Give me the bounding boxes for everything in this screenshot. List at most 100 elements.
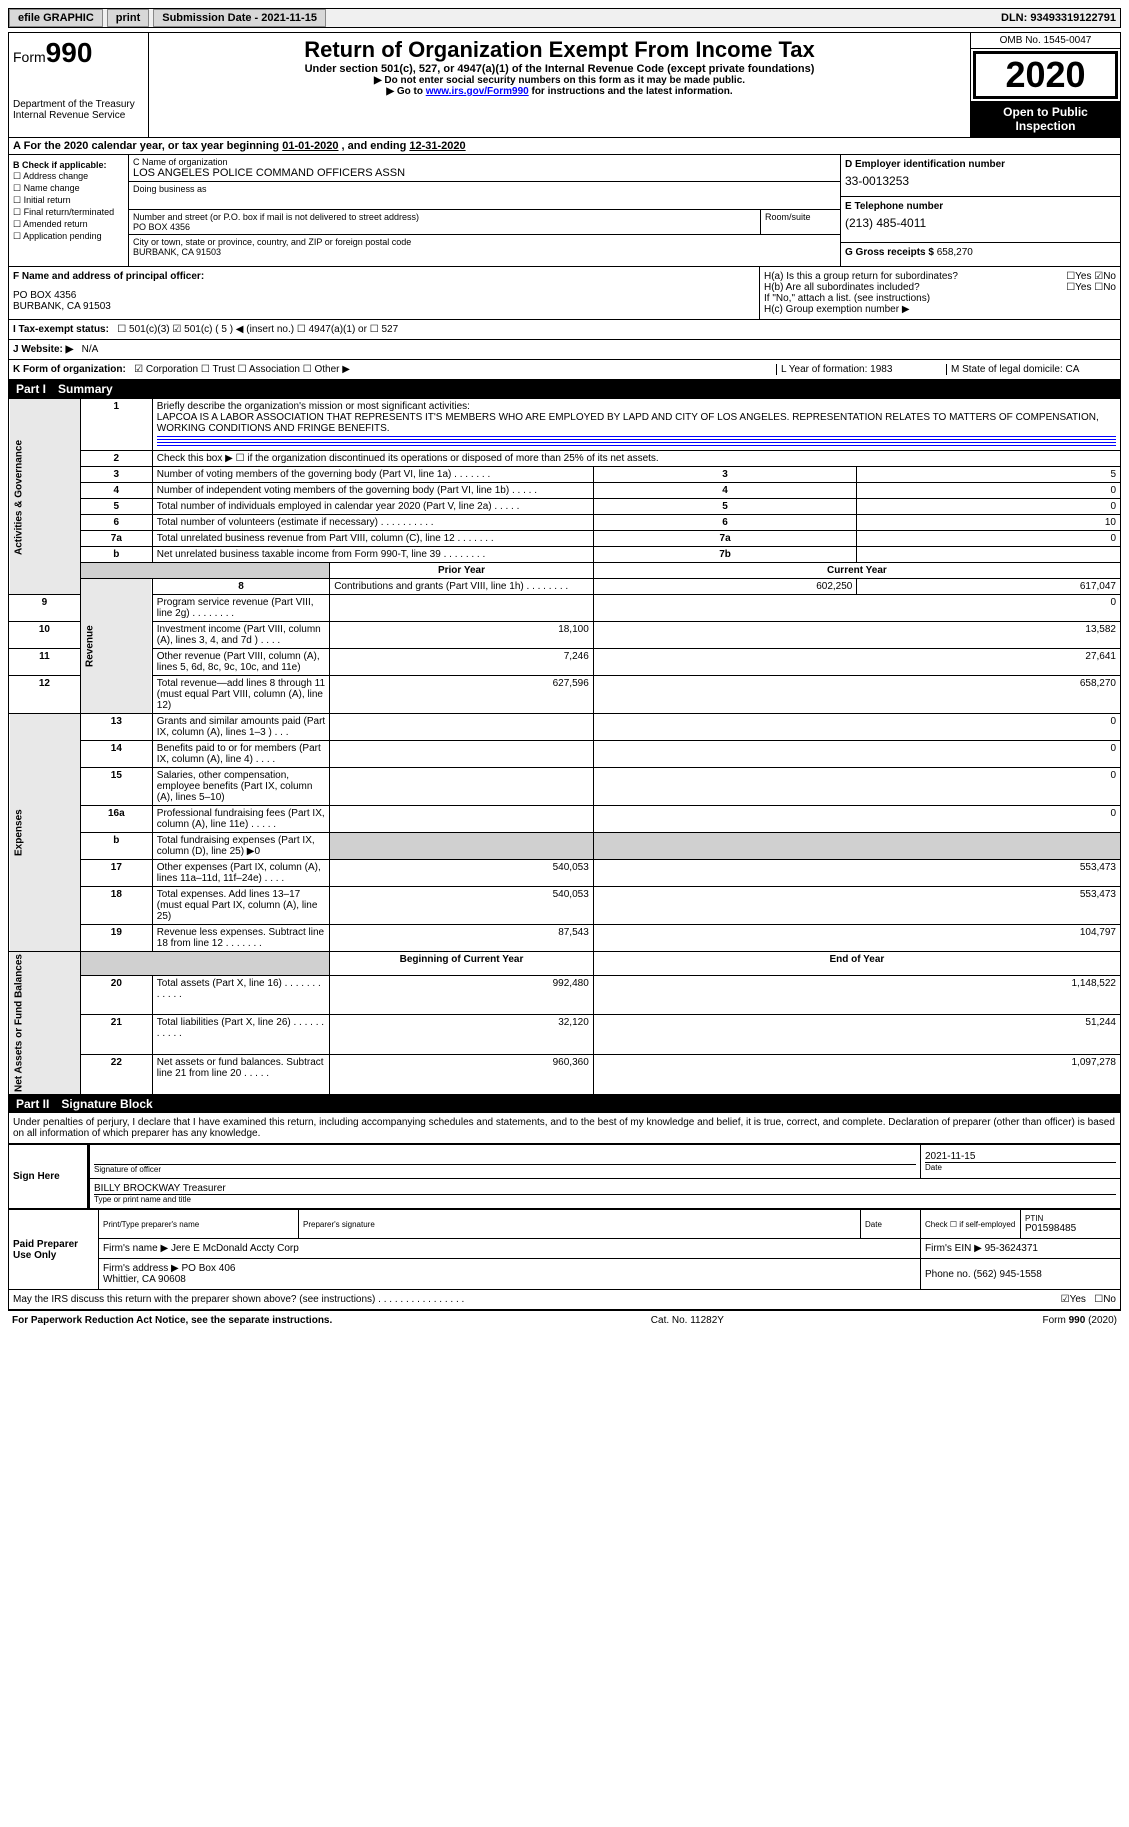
- h-b-yes[interactable]: ☐Yes: [1066, 282, 1091, 293]
- dln: DLN: 93493319122791: [1001, 12, 1120, 24]
- line-9: Program service revenue (Part VIII, line…: [152, 595, 329, 622]
- line-12: Total revenue—add lines 8 through 11 (mu…: [152, 676, 329, 714]
- line-17: Other expenses (Part IX, column (A), lin…: [152, 860, 329, 887]
- line-21: Total liabilities (Part X, line 26) . . …: [152, 1015, 329, 1055]
- print-button[interactable]: print: [107, 9, 149, 27]
- prep-date-label: Date: [865, 1220, 916, 1229]
- phone-value: (562) 945-1558: [973, 1269, 1041, 1280]
- form-number: Form990: [13, 37, 144, 69]
- line-6: Total number of volunteers (estimate if …: [152, 515, 593, 531]
- line-14: Benefits paid to or for members (Part IX…: [152, 741, 329, 768]
- check-pending[interactable]: ☐ Application pending: [13, 231, 124, 242]
- irs-link[interactable]: www.irs.gov/Form990: [426, 86, 529, 97]
- line-16b: Total fundraising expenses (Part IX, col…: [152, 833, 329, 860]
- box-c-room: Room/suite: [760, 210, 840, 235]
- firm-ein: 95-3624371: [985, 1243, 1038, 1254]
- discuss-no[interactable]: ☐No: [1094, 1294, 1116, 1305]
- form-header: Form990 Department of the Treasury Inter…: [8, 32, 1121, 138]
- row-k: K Form of organization: ☑ Corporation ☐ …: [8, 360, 1121, 380]
- omb-number: OMB No. 1545-0047: [971, 33, 1120, 49]
- box-g: G Gross receipts $ 658,270: [841, 242, 1120, 262]
- h-a-yes[interactable]: ☐Yes: [1066, 271, 1091, 282]
- box-e: E Telephone number(213) 485-4011: [841, 196, 1120, 238]
- line-13: Grants and similar amounts paid (Part IX…: [152, 714, 329, 741]
- box-c-address: Number and street (or P.O. box if mail i…: [129, 210, 760, 235]
- vlabel-expenses: Expenses: [9, 714, 81, 952]
- sig-date: 2021-11-15: [925, 1151, 1116, 1163]
- inspection-label: Open to Public Inspection: [971, 101, 1120, 137]
- check-initial-return[interactable]: ☐ Initial return: [13, 195, 124, 206]
- check-address-change[interactable]: ☐ Address change: [13, 171, 124, 182]
- form-note-2: ▶ Go to www.irs.gov/Form990 for instruct…: [157, 86, 962, 97]
- vlabel-governance: Activities & Governance: [9, 399, 81, 595]
- check-final-return[interactable]: ☐ Final return/terminated: [13, 207, 124, 218]
- q1-label: Briefly describe the organization's miss…: [157, 401, 470, 412]
- sign-here-label: Sign Here: [9, 1145, 89, 1209]
- line-11: Other revenue (Part VIII, column (A), li…: [152, 649, 329, 676]
- box-f-h: F Name and address of principal officer:…: [8, 267, 1121, 320]
- line-10: Investment income (Part VIII, column (A)…: [152, 622, 329, 649]
- box-b-title: B Check if applicable:: [13, 160, 124, 170]
- officer-name-label: Type or print name and title: [94, 1195, 1116, 1204]
- box-c-dba: Doing business as: [129, 182, 840, 210]
- line-18: Total expenses. Add lines 13–17 (must eq…: [152, 887, 329, 925]
- state-domicile: M State of legal domicile: CA: [946, 364, 1116, 375]
- toolbar: efile GRAPHIC print Submission Date - 20…: [8, 8, 1121, 28]
- firm-addr-label: Firm's address ▶: [103, 1263, 179, 1274]
- ptin-label: PTIN: [1025, 1214, 1116, 1223]
- check-self-employed[interactable]: Check ☐ if self-employed: [921, 1210, 1021, 1239]
- form-note-1: ▶ Do not enter social security numbers o…: [157, 75, 962, 86]
- vlabel-revenue: Revenue: [80, 579, 152, 714]
- vlabel-net: Net Assets or Fund Balances: [9, 952, 81, 1095]
- box-b-to-g: B Check if applicable: ☐ Address change …: [8, 155, 1121, 267]
- footer-left: For Paperwork Reduction Act Notice, see …: [12, 1315, 332, 1326]
- box-c-city: City or town, state or province, country…: [129, 235, 840, 266]
- line-15: Salaries, other compensation, employee b…: [152, 768, 329, 806]
- footer-mid: Cat. No. 11282Y: [651, 1315, 724, 1326]
- box-h: H(a) Is this a group return for subordin…: [760, 267, 1120, 319]
- hdr-end: End of Year: [593, 952, 1120, 976]
- row-j: J Website: ▶ N/A: [8, 340, 1121, 360]
- line-19: Revenue less expenses. Subtract line 18 …: [152, 925, 329, 952]
- summary-table: Activities & Governance 1 Briefly descri…: [8, 398, 1121, 1095]
- firm-name-label: Firm's name ▶: [103, 1243, 168, 1254]
- part-1-header: Part ISummary: [8, 380, 1121, 398]
- h-a-no[interactable]: ☑No: [1094, 271, 1116, 282]
- h-b-no[interactable]: ☐No: [1094, 282, 1116, 293]
- check-amended[interactable]: ☐ Amended return: [13, 219, 124, 230]
- prep-sig-label: Preparer's signature: [303, 1220, 856, 1229]
- prep-name-label: Print/Type preparer's name: [103, 1220, 294, 1229]
- line-22: Net assets or fund balances. Subtract li…: [152, 1055, 329, 1095]
- hdr-prior: Prior Year: [330, 563, 594, 579]
- hdr-curr: Current Year: [593, 563, 1120, 579]
- paid-preparer-label: Paid Preparer Use Only: [9, 1210, 99, 1290]
- box-d: D Employer identification number33-00132…: [845, 159, 1116, 192]
- firm-ein-label: Firm's EIN ▶: [925, 1243, 982, 1254]
- check-name-change[interactable]: ☐ Name change: [13, 183, 124, 194]
- dept-label: Department of the Treasury Internal Reve…: [13, 99, 144, 121]
- discuss-yes[interactable]: ☑Yes: [1061, 1294, 1086, 1305]
- box-f: F Name and address of principal officer:…: [9, 267, 760, 319]
- efile-label: efile GRAPHIC: [9, 9, 103, 27]
- sign-here-table: Sign Here Signature of officer 2021-11-1…: [8, 1144, 1121, 1209]
- line-5: Total number of individuals employed in …: [152, 499, 593, 515]
- q1-text: LAPCOA IS A LABOR ASSOCIATION THAT REPRE…: [157, 412, 1099, 434]
- discuss-text: May the IRS discuss this return with the…: [13, 1294, 464, 1305]
- part-2-header: Part IISignature Block: [8, 1095, 1121, 1113]
- row-i: I Tax-exempt status: ☐ 501(c)(3) ☑ 501(c…: [8, 320, 1121, 340]
- tax-year: 2020: [973, 51, 1118, 99]
- line-20: Total assets (Part X, line 16) . . . . .…: [152, 975, 329, 1015]
- year-formation: L Year of formation: 1983: [776, 364, 946, 375]
- page-footer: For Paperwork Reduction Act Notice, see …: [8, 1310, 1121, 1330]
- phone-label: Phone no.: [925, 1269, 971, 1280]
- h-c-label: H(c) Group exemption number ▶: [764, 304, 1116, 315]
- form-subtitle: Under section 501(c), 527, or 4947(a)(1)…: [157, 63, 962, 75]
- line-8: Contributions and grants (Part VIII, lin…: [330, 579, 594, 595]
- box-c-name: C Name of organizationLOS ANGELES POLICE…: [129, 155, 840, 182]
- submission-date: Submission Date - 2021-11-15: [153, 9, 326, 27]
- box-b: B Check if applicable: ☐ Address change …: [9, 155, 129, 266]
- h-b-note: If "No," attach a list. (see instruction…: [764, 293, 1116, 304]
- line-4: Number of independent voting members of …: [152, 483, 593, 499]
- line-7a: Total unrelated business revenue from Pa…: [152, 531, 593, 547]
- h-b-label: H(b) Are all subordinates included?: [764, 282, 920, 293]
